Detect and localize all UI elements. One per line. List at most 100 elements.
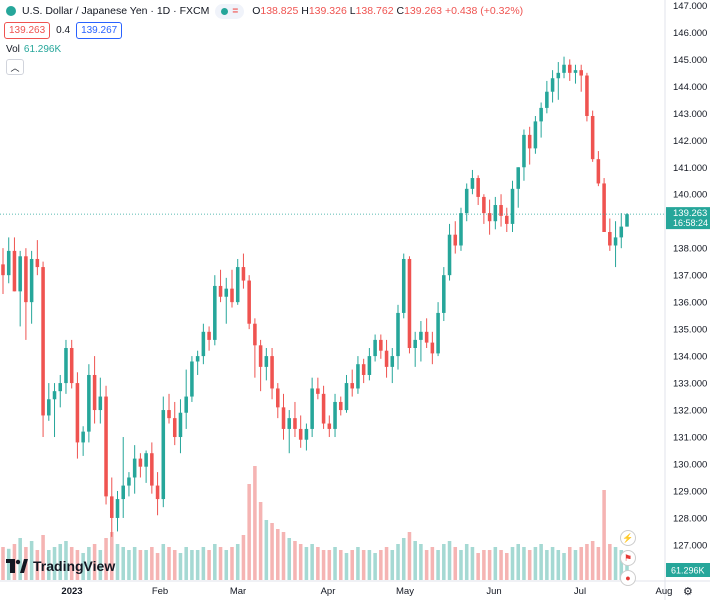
record-icon[interactable]: ● bbox=[620, 570, 636, 586]
price-tick-label: 131.000 bbox=[673, 433, 707, 444]
volume-bar bbox=[241, 535, 246, 580]
lightning-icon[interactable]: ⚡ bbox=[620, 530, 636, 546]
volume-bar bbox=[608, 544, 612, 580]
candle-body bbox=[482, 196, 486, 214]
volume-bar bbox=[184, 547, 188, 580]
volume-bar bbox=[573, 550, 578, 580]
volume-bar bbox=[579, 547, 583, 580]
volume-bar bbox=[505, 553, 509, 580]
candle-body bbox=[401, 258, 406, 313]
candle-body bbox=[218, 285, 223, 297]
price-tick-label: 132.000 bbox=[673, 406, 707, 417]
flag-icon[interactable]: ⚑ bbox=[620, 550, 636, 566]
chevron-up-icon[interactable]: ︿ bbox=[6, 59, 24, 75]
candle-body bbox=[516, 167, 521, 189]
candle-body bbox=[533, 121, 538, 149]
volume-bar bbox=[195, 550, 200, 580]
volume-bar bbox=[527, 550, 532, 580]
candle-body bbox=[224, 288, 229, 297]
candle-body bbox=[447, 234, 452, 276]
volume-bar bbox=[436, 550, 440, 580]
price-tick-label: 136.000 bbox=[673, 298, 707, 309]
time-tick-label: Jul bbox=[574, 586, 586, 597]
spread-value: 0.4 bbox=[56, 25, 71, 36]
candle-body bbox=[407, 258, 412, 348]
volume-badge bbox=[666, 563, 710, 577]
tradingview-logo: TradingView bbox=[6, 558, 115, 574]
volume-bar bbox=[190, 550, 194, 580]
candle-body bbox=[499, 205, 503, 216]
volume-bar bbox=[150, 547, 154, 580]
candle-body bbox=[573, 70, 578, 73]
volume-bar bbox=[144, 550, 148, 580]
price-tick-label: 128.000 bbox=[673, 513, 707, 524]
candle-body bbox=[87, 374, 91, 432]
volume-bar bbox=[350, 550, 354, 580]
volume-bar bbox=[510, 547, 515, 580]
volume-bar bbox=[1, 547, 5, 580]
candle-body bbox=[109, 496, 114, 518]
candle-body bbox=[161, 410, 166, 500]
volume-bar bbox=[155, 553, 160, 580]
candle-body bbox=[390, 356, 395, 367]
candle-body bbox=[298, 428, 303, 440]
volume-bar bbox=[287, 538, 292, 580]
candle-body bbox=[585, 75, 589, 116]
status-pill[interactable]: = bbox=[215, 3, 245, 19]
candle-body bbox=[213, 285, 217, 340]
buy-button[interactable]: 139.267 bbox=[76, 22, 123, 39]
price-tick-label: 147.000 bbox=[673, 1, 707, 12]
candle-body bbox=[321, 393, 326, 424]
candle-body bbox=[338, 401, 343, 411]
volume-bar bbox=[310, 544, 314, 580]
volume-bar bbox=[115, 544, 120, 580]
candle-body bbox=[172, 418, 177, 438]
candle-body bbox=[527, 134, 532, 149]
candle-body bbox=[550, 78, 555, 92]
candle-body bbox=[138, 458, 143, 467]
candle-body bbox=[81, 431, 85, 443]
volume-bar bbox=[442, 544, 446, 580]
candle-body bbox=[419, 331, 423, 340]
volume-bar bbox=[58, 544, 63, 580]
price-tick-label: 129.000 bbox=[673, 486, 707, 497]
time-tick-label: Aug bbox=[656, 586, 673, 597]
open-label: O bbox=[252, 5, 261, 17]
price-tick-label: 141.000 bbox=[673, 163, 707, 174]
trade-buttons: 139.263 0.4 139.267 bbox=[4, 22, 123, 39]
ohlc-readout: O138.825 H139.326 L138.762 C139.263 +0.4… bbox=[252, 5, 523, 17]
candle-body bbox=[539, 107, 543, 122]
volume-bar bbox=[218, 547, 223, 580]
sell-button[interactable]: 139.263 bbox=[4, 22, 51, 39]
candle-body bbox=[207, 331, 211, 340]
gear-icon[interactable]: ⚙ bbox=[683, 586, 693, 598]
volume-bar bbox=[447, 541, 452, 580]
low-label: L bbox=[349, 5, 356, 17]
volume-bar bbox=[47, 550, 51, 580]
volume-bar bbox=[276, 529, 280, 580]
volume-bar bbox=[6, 548, 11, 580]
candle-body bbox=[510, 188, 515, 224]
symbol-title[interactable]: U.S. Dollar / Japanese Yen · 1D · FXCM bbox=[22, 5, 210, 17]
volume-bar bbox=[321, 550, 326, 580]
volume-bar bbox=[92, 544, 97, 580]
volume-bar bbox=[270, 523, 274, 580]
price-tick-label: 134.000 bbox=[673, 352, 707, 363]
candle-body bbox=[190, 361, 194, 397]
candle-body bbox=[52, 391, 57, 400]
volume-bar bbox=[516, 544, 521, 580]
volume-bar bbox=[224, 550, 229, 580]
time-tick-label: 2023 bbox=[61, 586, 82, 597]
candle-body bbox=[625, 214, 629, 227]
volume-bar bbox=[132, 547, 137, 580]
candle-body bbox=[579, 70, 583, 76]
price-tick-label: 145.000 bbox=[673, 55, 707, 66]
candle-body bbox=[384, 350, 389, 367]
volume-bar bbox=[596, 547, 601, 580]
volume-bar bbox=[109, 532, 114, 580]
volume-bar bbox=[247, 484, 251, 580]
market-open-icon bbox=[6, 6, 16, 16]
candle-body bbox=[350, 383, 354, 389]
volume-bar bbox=[361, 550, 366, 580]
